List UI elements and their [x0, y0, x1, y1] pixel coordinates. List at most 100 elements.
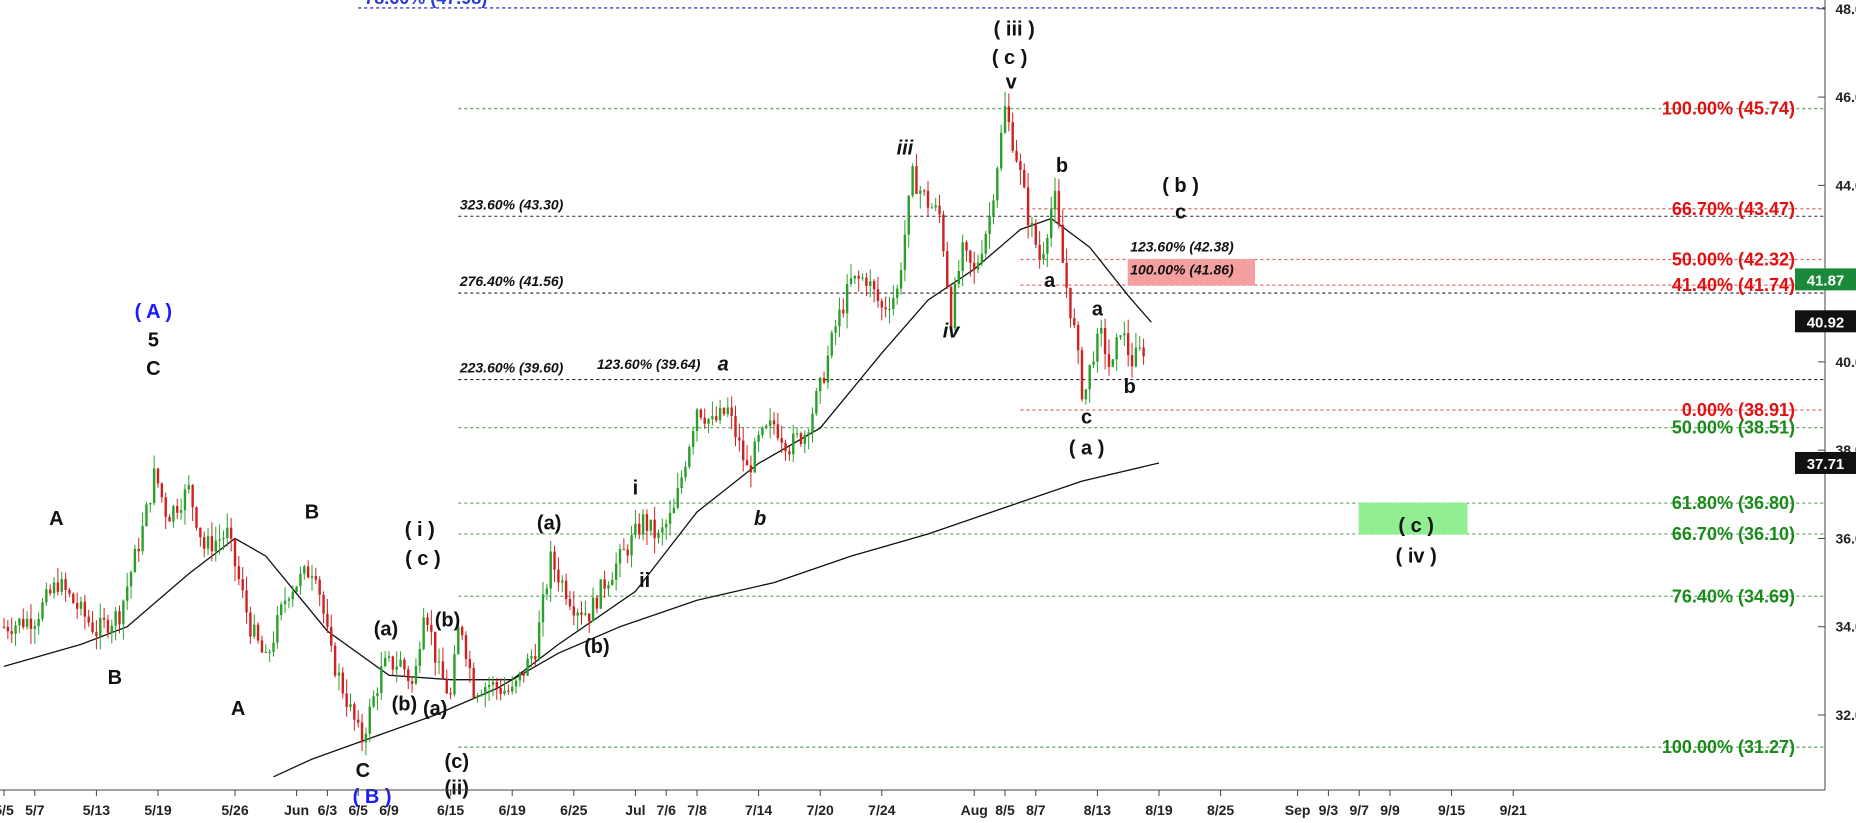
candle-body — [811, 413, 814, 433]
candle-body — [599, 579, 602, 609]
candle-body — [1088, 364, 1091, 390]
candle-body — [106, 619, 110, 633]
candle-body — [499, 687, 502, 694]
y-tick-label: 34.00 — [1835, 619, 1856, 635]
candle-body — [999, 132, 1003, 169]
candle-body — [772, 420, 776, 425]
candle-body — [418, 649, 421, 667]
wave-label: (b) — [435, 610, 461, 632]
candle-body — [953, 283, 957, 329]
candle-body — [79, 601, 83, 609]
candle-body — [195, 507, 198, 528]
candle-body — [341, 672, 344, 694]
candle-body — [1096, 333, 1099, 362]
candle-body — [899, 269, 903, 289]
candle-body — [638, 523, 641, 535]
candle-body — [310, 576, 314, 578]
candle-body — [973, 262, 976, 270]
candle-body — [126, 586, 129, 601]
y-tick-label: 44.00 — [1835, 177, 1856, 193]
candle-body — [160, 483, 164, 498]
fib-label: 41.40% (41.74) — [1672, 275, 1795, 295]
candle-body — [414, 666, 418, 684]
candle-body — [95, 632, 98, 637]
candle-body — [1103, 327, 1107, 355]
price-badge-label: 37.71 — [1807, 456, 1845, 473]
candle-body — [534, 656, 537, 660]
x-tick-label: 7/8 — [687, 802, 707, 818]
candle-body — [430, 625, 433, 632]
candle-body — [942, 214, 945, 252]
candle-body — [145, 504, 148, 527]
candle-body — [1023, 170, 1026, 188]
candle-body — [826, 355, 830, 383]
candle-body — [1046, 237, 1049, 254]
target-zone — [1127, 259, 1255, 286]
wave-label: ( c ) — [1398, 515, 1434, 537]
candle-body — [1034, 222, 1037, 245]
candle-body — [83, 601, 87, 617]
candle-body — [507, 690, 510, 692]
candle-body — [241, 579, 244, 591]
candle-body — [410, 681, 414, 684]
candle-body — [872, 281, 876, 290]
price-badge-label: 40.92 — [1807, 314, 1845, 331]
x-tick-label: 8/25 — [1207, 802, 1234, 818]
candle-body — [314, 576, 318, 580]
candle-body — [780, 438, 783, 443]
candle-body — [1138, 347, 1141, 349]
wave-label: C — [356, 760, 370, 782]
candle-body — [591, 597, 595, 622]
candle-body — [892, 297, 895, 309]
candle-body — [18, 618, 21, 626]
candle-body — [1111, 359, 1114, 367]
wave-label: ( a ) — [1069, 438, 1105, 460]
candle-body — [1130, 355, 1134, 367]
candle-body — [861, 277, 864, 279]
wave-label: a — [718, 354, 729, 376]
wave-label: iv — [943, 321, 962, 343]
candle-body — [888, 308, 891, 310]
y-tick-label: 40.00 — [1835, 354, 1856, 370]
candle-body — [526, 658, 529, 676]
candle-body — [834, 326, 837, 333]
candle-body — [514, 680, 518, 687]
candle-body — [22, 618, 25, 628]
fib-label: 76.40% (34.69) — [1672, 586, 1795, 606]
candle-body — [730, 407, 733, 416]
candle-body — [68, 590, 71, 594]
candle-body — [849, 278, 853, 284]
wave-label: (a) — [423, 698, 447, 720]
wave-label: b — [754, 508, 766, 530]
candle-body — [91, 622, 94, 633]
target-zone — [1358, 502, 1468, 535]
candle-body — [653, 519, 656, 539]
x-tick-label: 7/14 — [745, 802, 772, 818]
candle-body — [229, 527, 233, 539]
candle-body — [742, 440, 745, 461]
candle-body — [333, 645, 337, 676]
candle-body — [1080, 350, 1084, 400]
candle-body — [114, 611, 117, 626]
candle-body — [210, 536, 214, 552]
candle-body — [280, 604, 283, 616]
x-tick-label: 5/19 — [144, 802, 171, 818]
candle-body — [10, 631, 13, 634]
candle-body — [283, 600, 287, 605]
candle-body — [753, 441, 756, 473]
candle-body — [584, 613, 587, 615]
candle-body — [749, 465, 753, 473]
candle-body — [688, 447, 691, 467]
price-badge — [1795, 310, 1856, 333]
candle-body — [965, 242, 968, 251]
candle-body — [711, 416, 714, 420]
candle-body — [330, 626, 333, 646]
candle-body — [907, 195, 910, 235]
candle-body — [992, 200, 995, 216]
candle-body — [1015, 150, 1018, 162]
candle-body — [233, 538, 237, 567]
x-tick-label: 8/5 — [995, 802, 1015, 818]
wave-label: ( c ) — [992, 47, 1028, 69]
wave-label: a — [1044, 270, 1056, 292]
